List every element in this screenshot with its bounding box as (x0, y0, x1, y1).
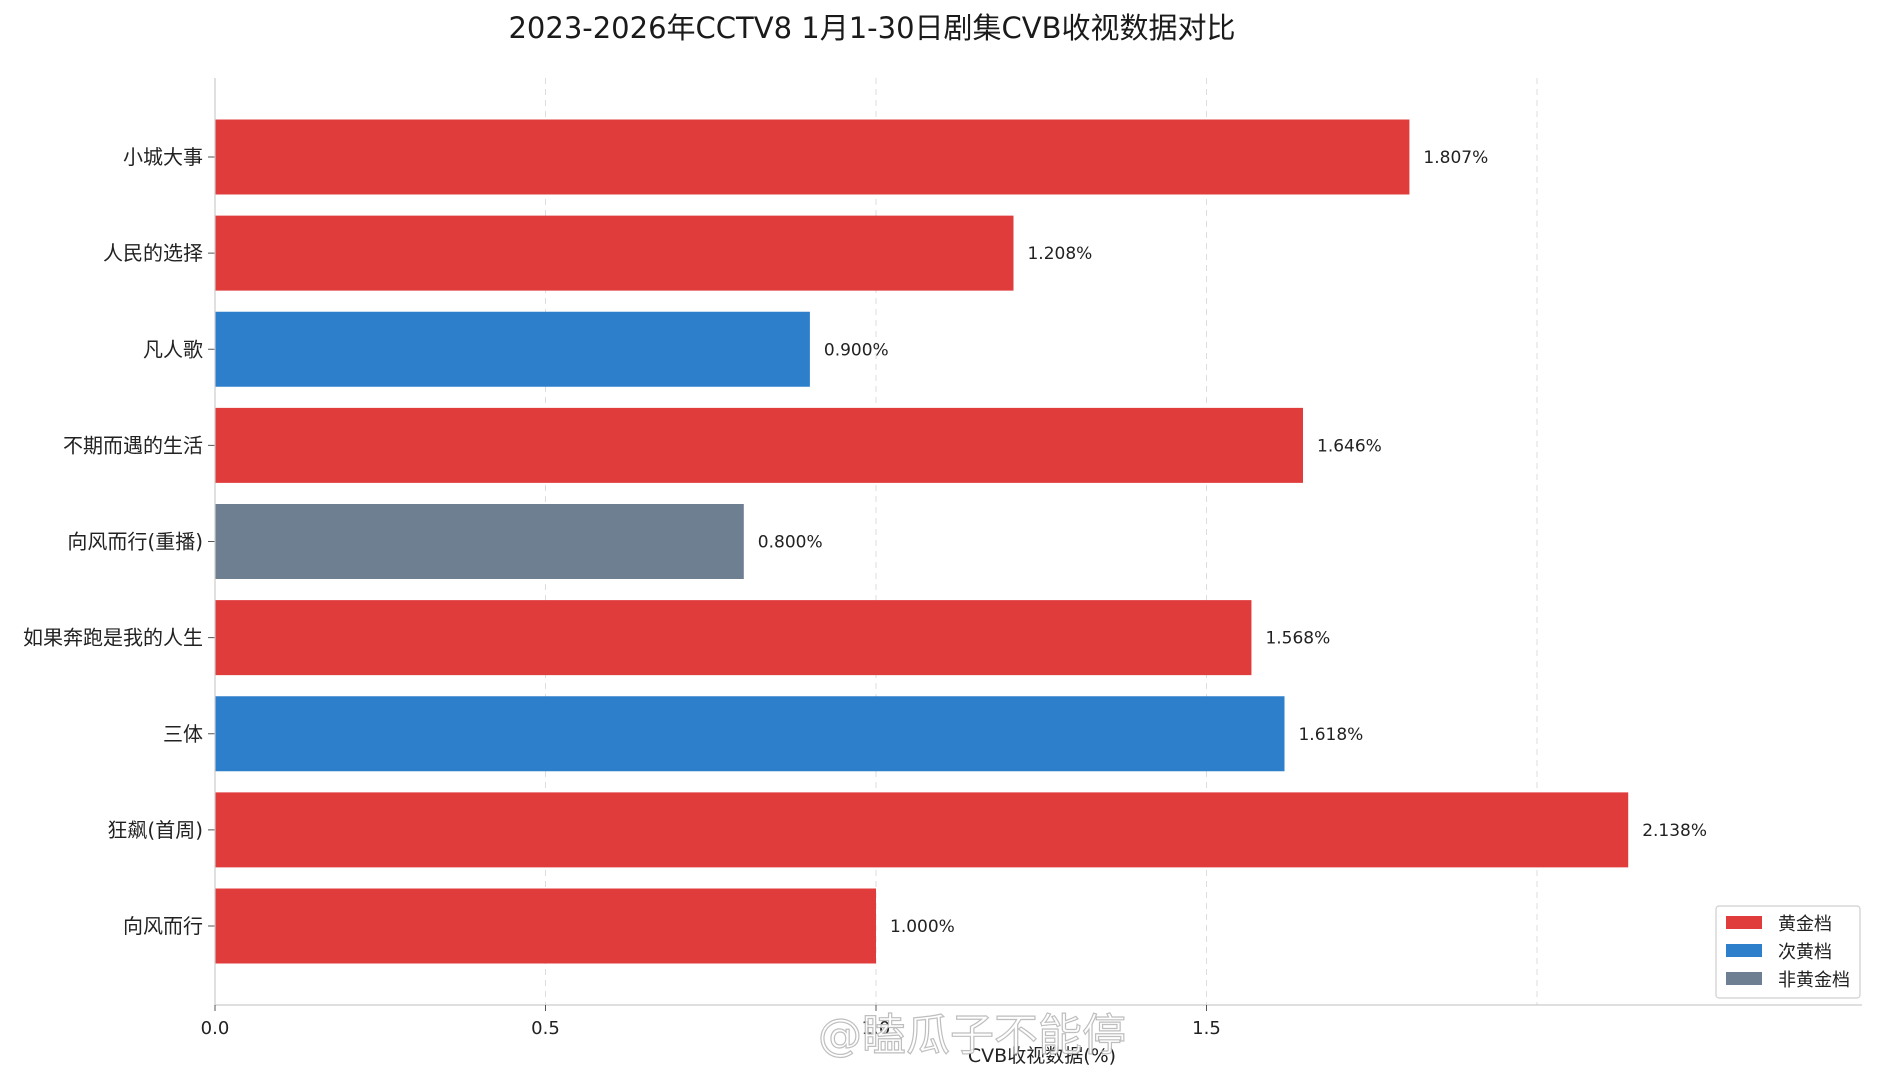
value-label: 1.646% (1317, 436, 1382, 456)
bar (215, 696, 1285, 772)
legend-swatch (1726, 916, 1762, 929)
x-tick-label: 0.5 (531, 1018, 560, 1039)
bar (215, 792, 1629, 868)
legend-label: 黄金档 (1778, 914, 1832, 935)
bar (215, 600, 1252, 676)
value-label: 0.800% (758, 533, 823, 553)
bar (215, 407, 1304, 483)
bars: 小城大事 1.807% 人民的选择 1.208% 凡人歌 0.900% 不期而遇的生活 1.6… (23, 119, 1707, 964)
value-label: 1.618% (1298, 725, 1363, 745)
bar (215, 215, 1014, 291)
watermark: @瞌瓜子不能停 (818, 1010, 1126, 1061)
legend-swatch (1726, 944, 1762, 957)
legend-swatch (1726, 972, 1762, 985)
category-label: 向风而行(重播) (67, 530, 203, 554)
category-label: 小城大事 (123, 145, 203, 169)
bar (215, 311, 810, 387)
category-label: 三体 (163, 722, 203, 746)
bar (215, 504, 744, 579)
x-axis-label: CVB收视数据(%) (968, 1045, 1116, 1067)
value-label: 1.568% (1265, 629, 1330, 649)
category-label: 不期而遇的生活 (63, 433, 203, 457)
x-tick-label: 1.0 (862, 1018, 891, 1039)
legend-label: 非黄金档 (1778, 970, 1850, 991)
category-label: 人民的选择 (103, 241, 203, 265)
axes: 0.0 0.5 1.0 1.5 (201, 78, 1862, 1039)
legend-label: 次黄档 (1778, 942, 1832, 963)
x-tick-label: 1.5 (1192, 1018, 1221, 1039)
value-label: 1.000% (890, 917, 955, 937)
category-label: 狂飙(首周) (107, 818, 203, 842)
category-label: 凡人歌 (143, 337, 203, 361)
chart-title: 2023-2026年CCTV8 1月1-30日剧集CVB收视数据对比 (508, 11, 1235, 45)
value-label: 2.138% (1642, 821, 1707, 841)
x-tick-label: 0.0 (201, 1018, 230, 1039)
value-label: 1.208% (1027, 244, 1092, 264)
category-label: 如果奔跑是我的人生 (23, 626, 203, 650)
bar (215, 119, 1410, 195)
value-label: 0.900% (824, 340, 889, 360)
bar (215, 888, 876, 964)
category-label: 向风而行 (123, 914, 203, 938)
value-label: 1.807% (1423, 148, 1488, 168)
